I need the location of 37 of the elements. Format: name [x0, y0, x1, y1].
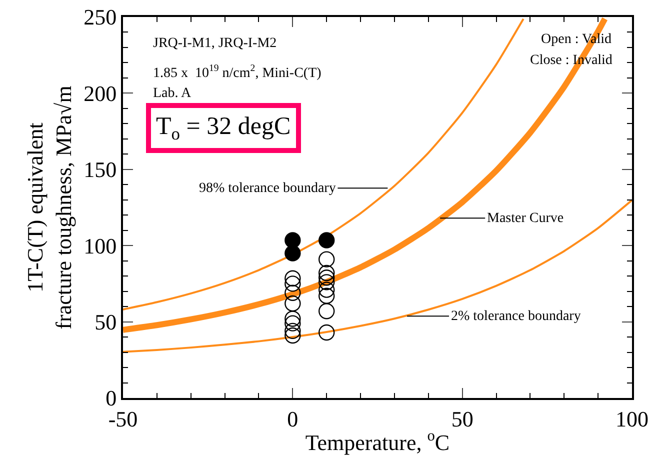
- y-tick-label: 200: [84, 80, 117, 106]
- point: [284, 295, 301, 312]
- point: [318, 274, 335, 290]
- point: [284, 310, 301, 327]
- y-tick-label: 150: [84, 157, 117, 182]
- annotation: T$_{o}$ = 32 degC: [156, 113, 291, 144]
- y-axis-title: 1T-C(T) equivalent fracture toughness, MPa√m: [22, 86, 76, 330]
- point: [284, 276, 301, 292]
- annotation: 2% tolerance boundary: [451, 309, 581, 324]
- point: [318, 270, 335, 286]
- point: [318, 264, 335, 282]
- annotation: Master Curve: [487, 211, 564, 226]
- x-tick-label: 0: [287, 406, 298, 432]
- point: [284, 245, 301, 262]
- y-tick-label: 50: [94, 310, 117, 334]
- annotation: 1.85 x 10$^{19}$ n/cm$^{2}$, Mini-C(T): [153, 63, 322, 81]
- line-series: [123, 199, 632, 353]
- x-tick-label: 50: [451, 406, 474, 432]
- point: [284, 270, 301, 286]
- point: [284, 327, 301, 344]
- point: [318, 303, 335, 320]
- point: [318, 288, 335, 304]
- point: [318, 324, 335, 341]
- point: [318, 232, 335, 248]
- point: [284, 315, 301, 332]
- annotation: Lab. A: [153, 86, 192, 101]
- line-series: [123, 18, 524, 310]
- point: [318, 282, 335, 298]
- y-tick-label: 100: [84, 233, 117, 258]
- point: [318, 251, 335, 268]
- point: [284, 322, 301, 340]
- annotation: JRQ-I-M1, JRQ-I-M2: [153, 36, 277, 51]
- x-tick-label: 100: [616, 406, 648, 432]
- annotation: 98% tolerance boundary: [199, 181, 336, 196]
- y-tick-label: 250: [84, 4, 117, 30]
- point: [284, 284, 301, 301]
- x-axis-title: Temperature, $^{o}$C: [305, 428, 450, 455]
